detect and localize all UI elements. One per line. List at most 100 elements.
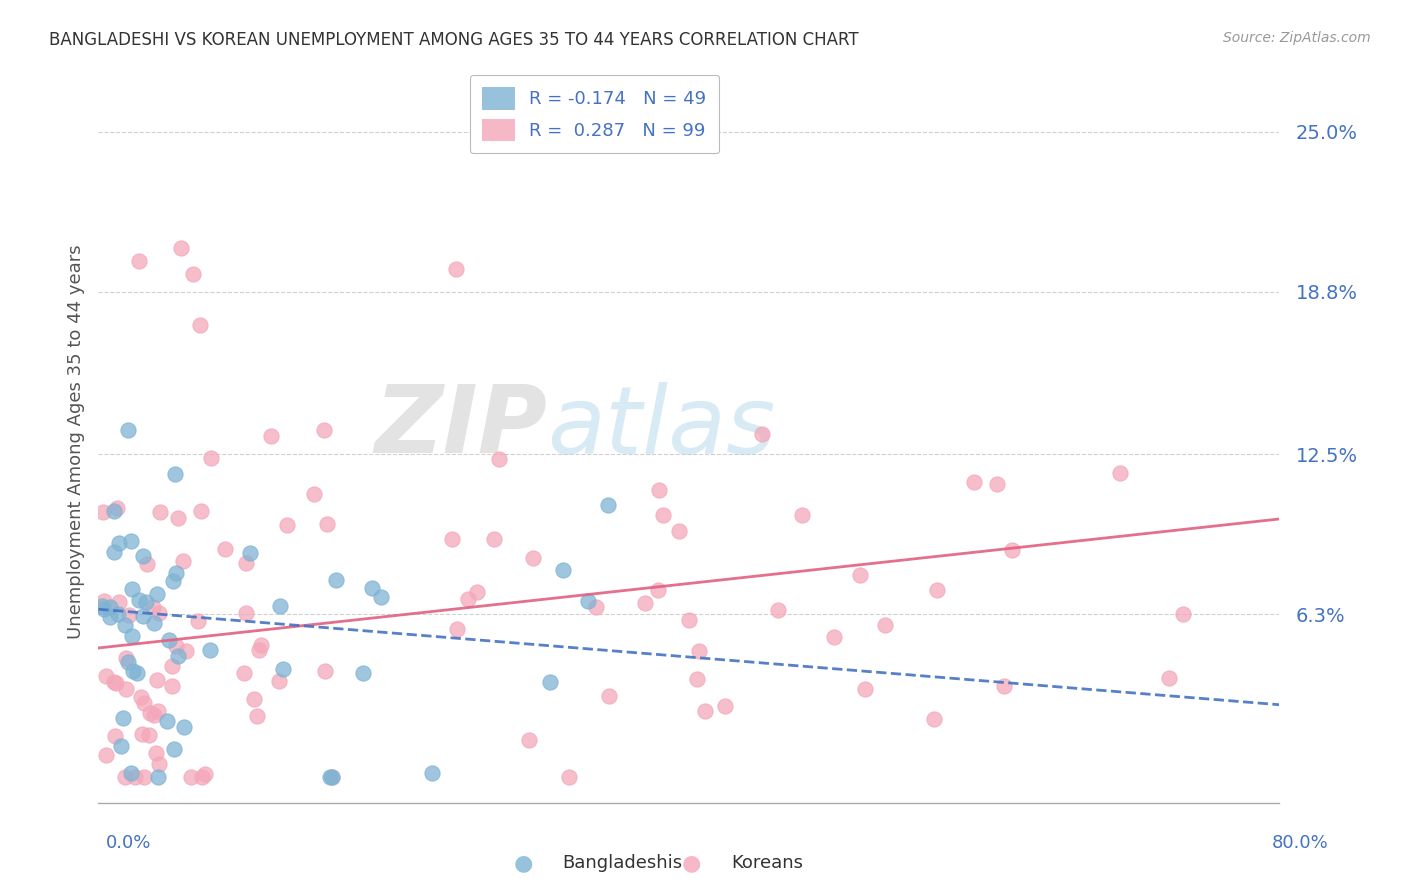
- Point: [121, 628, 143, 642]
- Point: [117, 423, 139, 437]
- Point: [651, 508, 673, 522]
- Point: [200, 451, 222, 466]
- Point: [93, 594, 115, 608]
- Point: [922, 712, 945, 726]
- Point: [993, 679, 1015, 693]
- Point: [114, 770, 136, 784]
- Point: [260, 429, 283, 443]
- Point: [352, 666, 374, 681]
- Point: [243, 692, 266, 706]
- Point: [440, 532, 463, 546]
- Point: [1109, 467, 1132, 481]
- Point: [148, 756, 170, 771]
- Point: [927, 582, 949, 597]
- Point: [853, 682, 876, 697]
- Point: [790, 508, 813, 523]
- Point: [112, 711, 135, 725]
- Point: [108, 595, 131, 609]
- Point: [321, 770, 343, 784]
- Point: [135, 594, 157, 608]
- Point: [596, 498, 619, 512]
- Point: [302, 487, 325, 501]
- Point: [117, 655, 139, 669]
- Point: [165, 566, 187, 581]
- Point: [155, 714, 177, 729]
- Point: [585, 600, 607, 615]
- Point: [107, 607, 129, 621]
- Point: [686, 672, 709, 686]
- Point: [873, 618, 896, 632]
- Point: [114, 651, 136, 665]
- Point: [146, 704, 169, 718]
- Point: [678, 613, 700, 627]
- Point: [488, 451, 510, 466]
- Point: [576, 593, 599, 607]
- Point: [361, 581, 384, 595]
- Point: [1001, 542, 1024, 557]
- Point: [108, 535, 131, 549]
- Point: [558, 770, 581, 784]
- Point: [104, 729, 127, 743]
- Point: [121, 664, 143, 678]
- Point: [173, 720, 195, 734]
- Text: BANGLADESHI VS KOREAN UNEMPLOYMENT AMONG AGES 35 TO 44 YEARS CORRELATION CHART: BANGLADESHI VS KOREAN UNEMPLOYMENT AMONG…: [49, 31, 859, 49]
- Point: [314, 664, 336, 678]
- Point: [420, 765, 443, 780]
- Point: [668, 524, 690, 538]
- Point: [157, 632, 180, 647]
- Point: [267, 673, 290, 688]
- Point: [167, 511, 190, 525]
- Point: [1157, 671, 1180, 685]
- Text: atlas: atlas: [547, 382, 776, 473]
- Point: [246, 709, 269, 723]
- Point: [187, 614, 209, 628]
- Point: [200, 643, 222, 657]
- Point: [312, 423, 335, 437]
- Point: [633, 596, 655, 610]
- Point: [129, 690, 152, 704]
- Point: [98, 599, 121, 614]
- Point: [751, 426, 773, 441]
- Text: ●: ●: [682, 854, 702, 873]
- Point: [124, 770, 146, 784]
- Point: [94, 669, 117, 683]
- Point: [103, 675, 125, 690]
- Point: [146, 673, 169, 688]
- Point: [160, 679, 183, 693]
- Point: [117, 608, 139, 623]
- Point: [190, 318, 212, 333]
- Point: [145, 746, 167, 760]
- Point: [538, 674, 561, 689]
- Point: [319, 770, 342, 784]
- Point: [142, 599, 165, 614]
- Point: [169, 241, 191, 255]
- Point: [114, 681, 136, 696]
- Point: [163, 467, 186, 481]
- Point: [149, 505, 172, 519]
- Point: [214, 542, 236, 557]
- Point: [986, 476, 1008, 491]
- Point: [522, 550, 544, 565]
- Point: [121, 582, 143, 596]
- Point: [143, 616, 166, 631]
- Point: [239, 546, 262, 560]
- Point: [250, 638, 273, 652]
- Point: [647, 583, 669, 598]
- Point: [174, 644, 197, 658]
- Point: [139, 706, 162, 720]
- Point: [114, 618, 136, 632]
- Point: [138, 728, 160, 742]
- Point: [648, 483, 671, 497]
- Point: [444, 261, 467, 276]
- Point: [446, 622, 468, 636]
- Point: [714, 698, 737, 713]
- Point: [695, 704, 717, 718]
- Point: [94, 747, 117, 762]
- Text: 80.0%: 80.0%: [1272, 834, 1329, 852]
- Text: Koreans: Koreans: [731, 855, 803, 872]
- Point: [91, 505, 114, 519]
- Point: [134, 770, 156, 784]
- Point: [269, 599, 291, 613]
- Point: [103, 545, 125, 559]
- Point: [146, 770, 169, 784]
